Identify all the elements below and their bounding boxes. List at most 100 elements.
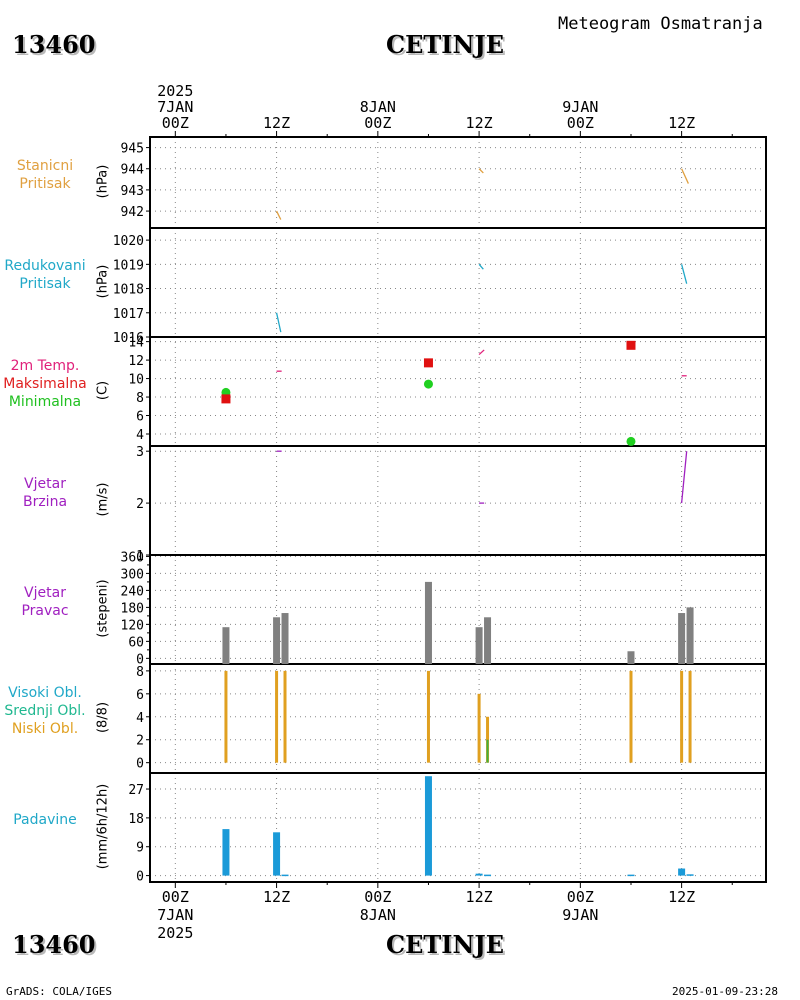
panel-unit: (m/s) (95, 482, 111, 516)
station-name-top: CETINJE (386, 30, 505, 59)
y-tick-label: 8 (136, 391, 144, 406)
panel-frame (149, 554, 767, 665)
y-tick-label: 4 (136, 428, 144, 443)
panel-frame (149, 336, 767, 447)
panel-label-line: Redukovani (4, 257, 86, 274)
y-tick-label: 945 (121, 142, 144, 157)
temp-min-marker (626, 436, 636, 446)
time-label-bottom: 9JAN (562, 906, 598, 924)
precipitation-bar (424, 776, 432, 876)
precipitation-bar (627, 874, 635, 877)
panel-label-line: Visoki Obl. (8, 684, 82, 701)
y-tick-label: 944 (121, 163, 145, 178)
wind-direction-bar (678, 613, 686, 664)
panel-label: Stanicni Pritisak (0, 157, 100, 193)
y-tick-label: 300 (121, 567, 144, 582)
panel-label-line: Srednji Obl. (4, 702, 86, 719)
time-label-bottom: 00Z (567, 888, 594, 906)
low-cloud-bar (680, 670, 684, 763)
wind-direction-bar (475, 627, 483, 664)
middle-cloud-bar (486, 739, 489, 763)
y-tick-label: 14 (128, 336, 144, 351)
panel-label-line: Brzina (22, 493, 68, 510)
temp-min-marker (423, 379, 433, 389)
time-label-bottom: 8JAN (360, 906, 396, 924)
precipitation-bar (484, 874, 492, 877)
time-label-bottom: 00Z (162, 888, 189, 906)
timestamp-text: 2025-01-09-23:28 (672, 985, 778, 998)
y-tick-label: 4 (136, 711, 144, 726)
y-tick-label: 2 (136, 497, 144, 512)
panel-label-line: 2m Temp. (10, 357, 80, 374)
panel-label-line: Stanicni (16, 157, 74, 174)
reduced-pressure-line (275, 312, 282, 333)
time-label-top: 2025 (157, 82, 193, 100)
y-tick-label: 1018 (113, 283, 144, 298)
precipitation-bar (273, 832, 281, 876)
station-id-bottom: 13460 (12, 930, 96, 959)
time-label-bottom: 7JAN (157, 906, 193, 924)
panel-unit: (stepeni) (95, 578, 111, 638)
credit-text: GrADS: COLA/IGES (6, 985, 112, 998)
reduced-pressure-line (680, 264, 688, 284)
low-cloud-bar (426, 670, 430, 763)
low-cloud-bar (477, 693, 481, 763)
panel-frame (149, 445, 767, 556)
time-label-top: 00Z (364, 114, 391, 132)
temp-max-marker (626, 340, 636, 350)
panel-label: Padavine (0, 811, 100, 829)
station-pressure-line (681, 168, 689, 184)
time-label-bottom: 12Z (263, 888, 290, 906)
panel-label-line: Niski Obl. (11, 720, 79, 737)
panel-label-line: Pravac (21, 602, 69, 619)
low-cloud-bar (688, 670, 692, 763)
time-label-top: 00Z (567, 114, 594, 132)
y-tick-label: 9 (136, 841, 144, 856)
panel-label: Visoki Obl. Srednji Obl. Niski Obl. (0, 684, 100, 738)
panel-label-line: Vjetar (24, 584, 66, 601)
panel-unit: (8/8) (95, 701, 111, 733)
y-tick-label: 0 (136, 757, 144, 772)
precipitation-bar (686, 874, 694, 876)
precipitation-bar (678, 868, 686, 876)
y-tick-label: 18 (128, 812, 144, 827)
low-cloud-bar (275, 670, 279, 763)
y-tick-label: 60 (128, 635, 144, 650)
y-tick-label: 6 (136, 410, 144, 425)
panel-label-line: Pritisak (19, 175, 71, 192)
wind-speed-line (680, 451, 688, 504)
panel-label-line: Pritisak (19, 275, 71, 292)
panel-unit: (C) (95, 380, 111, 400)
time-label-bottom: 00Z (364, 888, 391, 906)
y-tick-label: 12 (128, 354, 144, 369)
y-tick-label: 360 (121, 550, 144, 565)
time-label-top: 00Z (162, 114, 189, 132)
station-pressure-line (478, 168, 484, 174)
time-label-bottom: 12Z (466, 888, 493, 906)
y-tick-label: 2 (136, 734, 144, 749)
y-tick-label: 943 (121, 184, 144, 199)
low-cloud-bar (283, 670, 287, 763)
time-label-bottom: 12Z (668, 888, 695, 906)
time-label-top: 9JAN (562, 98, 598, 116)
panel-label-line: Maksimalna (3, 375, 87, 392)
panel-label-line: Padavine (13, 811, 77, 828)
panel-label: Vjetar Brzina (0, 475, 100, 511)
time-label-top: 8JAN (360, 98, 396, 116)
y-tick-label: 3 (136, 445, 144, 460)
time-label-top: 7JAN (157, 98, 193, 116)
y-tick-label: 1017 (113, 307, 144, 322)
precipitation-bar (222, 829, 230, 876)
station-id-top: 13460 (12, 30, 96, 59)
wind-direction-bar (281, 613, 289, 664)
y-tick-label: 8 (136, 665, 144, 680)
panel-label: Vjetar Pravac (0, 584, 100, 620)
panel-label: Redukovani Pritisak (0, 257, 100, 293)
y-tick-label: 1 (136, 549, 144, 564)
low-cloud-bar (224, 670, 228, 763)
y-tick-label: 6 (136, 688, 144, 703)
precipitation-bar (475, 873, 483, 876)
y-tick-label: 942 (121, 205, 144, 220)
panel-label-line: Vjetar (24, 475, 66, 492)
